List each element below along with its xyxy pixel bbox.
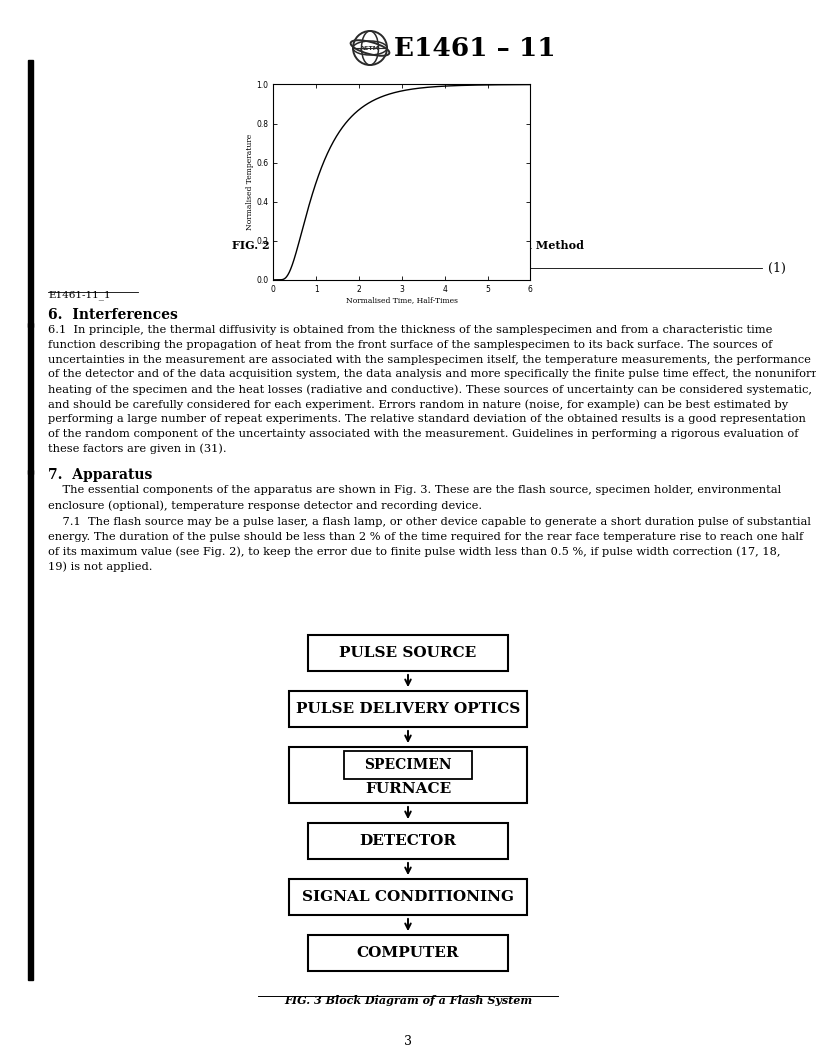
FancyBboxPatch shape: [344, 751, 472, 779]
FancyBboxPatch shape: [289, 747, 527, 803]
Text: The essential components of the apparatus are shown in Fig. 3. These are the fla: The essential components of the apparatu…: [48, 485, 781, 495]
Text: enclosure (optional), temperature response detector and recording device.: enclosure (optional), temperature respon…: [48, 499, 482, 510]
Text: of its maximum value (see Fig. 2), to keep the error due to finite pulse width l: of its maximum value (see Fig. 2), to ke…: [48, 546, 780, 557]
Text: performing a large number of repeat experiments. The relative standard deviation: performing a large number of repeat expe…: [48, 414, 806, 423]
FancyBboxPatch shape: [308, 635, 508, 671]
Text: SIGNAL CONDITIONING: SIGNAL CONDITIONING: [302, 890, 514, 904]
Text: E1461 – 11: E1461 – 11: [394, 36, 556, 60]
Text: 7.1  The flash source may be a pulse laser, a flash lamp, or other device capabl: 7.1 The flash source may be a pulse lase…: [48, 516, 811, 527]
Text: FIG. 2 Characteristic Thermogram for the Flash Method: FIG. 2 Characteristic Thermogram for the…: [232, 240, 584, 251]
Text: FURNACE: FURNACE: [365, 782, 451, 796]
Bar: [28, 323, 33, 327]
Text: DETECTOR: DETECTOR: [360, 834, 456, 848]
Text: ASTM: ASTM: [360, 45, 380, 51]
Text: these factors are given in (31).: these factors are given in (31).: [48, 444, 227, 454]
Text: 3: 3: [404, 1035, 412, 1048]
FancyBboxPatch shape: [289, 879, 527, 914]
Text: PULSE SOURCE: PULSE SOURCE: [339, 646, 477, 660]
Text: uncertainties in the measurement are associated with the samplespecimen itself, : uncertainties in the measurement are ass…: [48, 355, 811, 364]
Text: COMPUTER: COMPUTER: [357, 946, 459, 960]
Text: of the random component of the uncertainty associated with the measurement. Guid: of the random component of the uncertain…: [48, 429, 799, 438]
Text: of the detector and of the data acquisition system, the data analysis and more s: of the detector and of the data acquisit…: [48, 370, 816, 379]
Text: 6.1  In principle, the thermal diffusivity is obtained from the thickness of the: 6.1 In principle, the thermal diffusivit…: [48, 325, 773, 335]
Bar: [28, 470, 33, 474]
Text: 7.  Apparatus: 7. Apparatus: [48, 468, 153, 483]
Text: heating of the specimen and the heat losses (radiative and conductive). These so: heating of the specimen and the heat los…: [48, 384, 812, 395]
Text: $\lambda = \alpha \,C_p \,\rho.$: $\lambda = \alpha \,C_p \,\rho.$: [358, 259, 421, 277]
Text: energy. The duration of the pulse should be less than 2 % of the time required f: energy. The duration of the pulse should…: [48, 531, 803, 542]
FancyBboxPatch shape: [308, 823, 508, 859]
Text: (1): (1): [768, 262, 786, 275]
X-axis label: Normalised Time, Half-Times: Normalised Time, Half-Times: [346, 297, 458, 304]
Text: E1461-11_1: E1461-11_1: [48, 290, 111, 300]
Text: 6.  Interferences: 6. Interferences: [48, 308, 178, 322]
Text: 19) is not applied.: 19) is not applied.: [48, 561, 153, 571]
Y-axis label: Normalised Temperature: Normalised Temperature: [246, 134, 254, 230]
Text: SPECIMEN: SPECIMEN: [364, 758, 452, 772]
Text: and should be carefully considered for each experiment. Errors random in nature : and should be carefully considered for e…: [48, 399, 788, 410]
Text: PULSE DELIVERY OPTICS: PULSE DELIVERY OPTICS: [296, 702, 520, 716]
FancyBboxPatch shape: [289, 691, 527, 727]
Text: FIG. 3 Block Diagram of a Flash System: FIG. 3 Block Diagram of a Flash System: [284, 995, 532, 1006]
FancyBboxPatch shape: [308, 935, 508, 972]
Bar: [28, 60, 33, 980]
Text: function describing the propagation of heat from the front surface of the sample: function describing the propagation of h…: [48, 340, 773, 350]
